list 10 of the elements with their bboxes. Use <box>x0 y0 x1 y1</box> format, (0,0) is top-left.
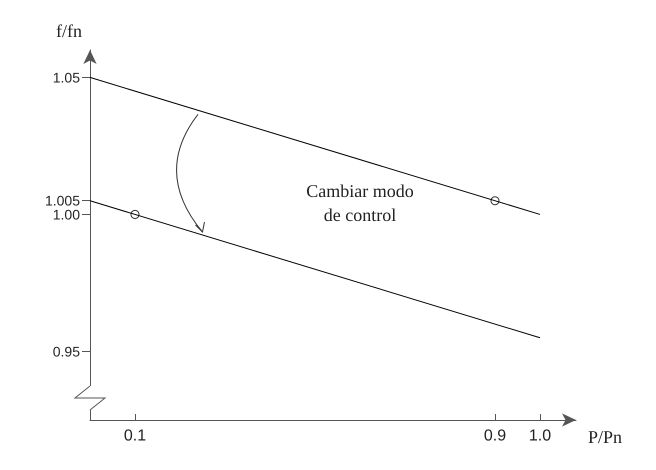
x-tick-label: 0.1 <box>124 428 146 444</box>
y-tick-label: 1.005 <box>44 192 80 209</box>
x-tick-label: 0.9 <box>484 428 506 444</box>
y-axis-title: f/fn <box>56 21 82 41</box>
annotation: Cambiar modo de control <box>306 180 414 225</box>
y-tick-label: 0.95 <box>52 343 80 360</box>
x-axis-title: P/Pn <box>588 427 622 447</box>
y-tick-label: 1.00 <box>52 206 80 222</box>
y-tick-label: 1.05 <box>52 69 80 86</box>
x-tick-label: 1.0 <box>528 428 552 444</box>
